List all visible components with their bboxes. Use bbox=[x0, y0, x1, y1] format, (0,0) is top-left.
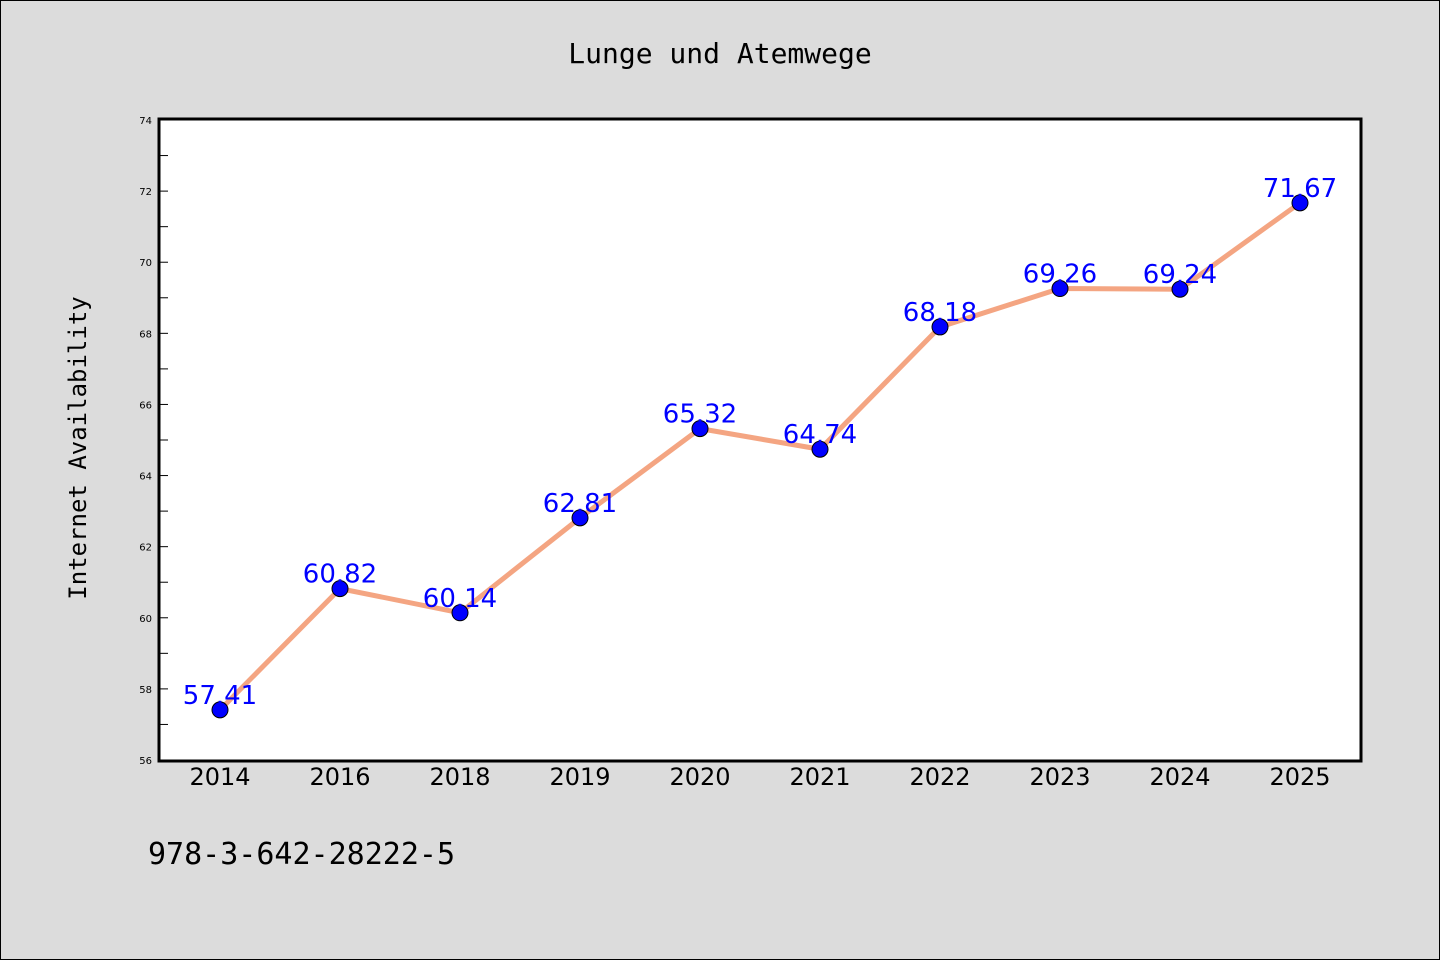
y-tick-label: 68 bbox=[139, 329, 152, 340]
y-tick-label: 64 bbox=[139, 472, 152, 483]
data-label: 64.74 bbox=[783, 420, 857, 450]
series-points-group bbox=[211, 194, 1309, 719]
data-label: 69.24 bbox=[1143, 260, 1217, 290]
data-point bbox=[211, 701, 229, 719]
y-tick-label: 74 bbox=[139, 116, 152, 127]
data-label: 60.14 bbox=[423, 584, 497, 614]
data-point bbox=[691, 420, 709, 438]
footer-code: 978-3-642-28222-5 bbox=[148, 837, 455, 872]
y-tick-label: 70 bbox=[139, 258, 152, 269]
data-labels-group: 57.41 60.82 60.14 62.81 65.32 64.74 68.18 69.26… bbox=[183, 174, 1337, 711]
y-minor-ticks bbox=[160, 155, 168, 725]
data-label: 68.18 bbox=[903, 298, 977, 328]
x-axis-ticks: 2014 2016 2018 2019 2020 2021 2022 2023 2024 2025 bbox=[189, 763, 1330, 791]
chart-title: Lunge und Atemwege bbox=[568, 37, 871, 70]
y-tick-label: 72 bbox=[139, 187, 152, 198]
y-tick-label: 60 bbox=[139, 614, 152, 625]
x-tick-label: 2014 bbox=[189, 763, 250, 791]
data-point bbox=[1291, 194, 1309, 212]
y-tick-label: 56 bbox=[139, 756, 152, 767]
y-tick-label: 58 bbox=[139, 685, 152, 696]
data-point bbox=[331, 580, 349, 598]
data-point bbox=[571, 509, 589, 527]
series-line-group bbox=[218, 200, 1302, 712]
y-axis-label: Internet Availability bbox=[64, 296, 92, 599]
data-point bbox=[931, 318, 949, 336]
data-label: 62.81 bbox=[543, 489, 617, 519]
data-label: 69.26 bbox=[1023, 260, 1097, 290]
x-tick-label: 2020 bbox=[669, 763, 730, 791]
x-tick-label: 2025 bbox=[1269, 763, 1330, 791]
x-tick-label: 2018 bbox=[429, 763, 490, 791]
x-tick-label: 2022 bbox=[909, 763, 970, 791]
x-tick-label: 2024 bbox=[1149, 763, 1210, 791]
data-label: 65.32 bbox=[663, 400, 737, 430]
data-label: 57.41 bbox=[183, 681, 257, 711]
data-point bbox=[451, 604, 469, 622]
x-tick-label: 2021 bbox=[789, 763, 850, 791]
data-label: 71.67 bbox=[1263, 174, 1337, 204]
x-tick-label: 2019 bbox=[549, 763, 610, 791]
data-label: 60.82 bbox=[303, 560, 377, 590]
data-point bbox=[1051, 280, 1069, 298]
y-tick-label: 66 bbox=[139, 400, 152, 411]
x-tick-label: 2016 bbox=[309, 763, 370, 791]
data-point bbox=[1171, 280, 1189, 298]
data-point bbox=[811, 440, 829, 458]
x-tick-label: 2023 bbox=[1029, 763, 1090, 791]
series-line bbox=[218, 200, 1302, 712]
y-tick-label: 62 bbox=[139, 543, 152, 554]
y-axis-ticks: 56 58 60 62 64 66 68 70 72 74 bbox=[139, 116, 168, 767]
